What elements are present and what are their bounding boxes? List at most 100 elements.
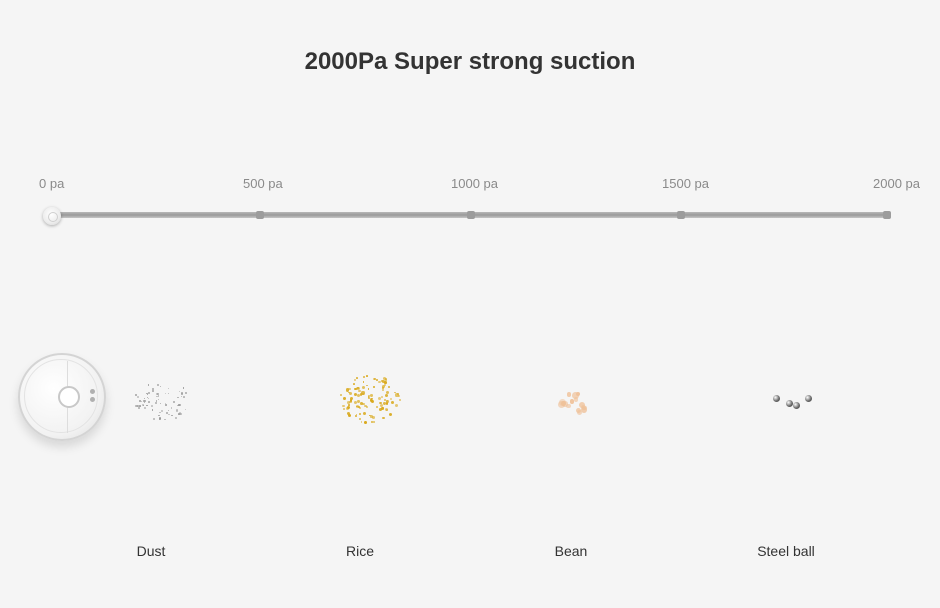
particle xyxy=(356,405,360,409)
particle xyxy=(378,380,381,384)
particle xyxy=(147,392,150,395)
particle xyxy=(177,396,179,399)
particle xyxy=(377,396,381,400)
particle xyxy=(381,407,384,410)
particle xyxy=(349,399,353,402)
dust-particles-image xyxy=(128,372,198,432)
particle xyxy=(178,390,180,392)
particle xyxy=(361,386,365,390)
particle xyxy=(371,400,375,403)
tick-marker-1000 xyxy=(467,211,475,219)
particle xyxy=(342,397,346,400)
particle xyxy=(580,407,587,414)
particle xyxy=(168,413,170,416)
particle xyxy=(157,398,160,401)
particle xyxy=(159,411,161,414)
particle xyxy=(385,407,389,411)
steel-ball xyxy=(786,400,793,407)
particle xyxy=(363,412,367,416)
particle xyxy=(577,409,583,416)
particle xyxy=(178,412,181,415)
particle xyxy=(154,402,158,405)
particle xyxy=(381,396,384,399)
particle xyxy=(569,399,574,404)
particle xyxy=(379,402,382,404)
page-title: 2000Pa Super strong suction xyxy=(304,48,636,75)
particle xyxy=(164,403,166,405)
particle xyxy=(381,416,385,420)
particle xyxy=(383,377,387,381)
particle xyxy=(346,411,350,415)
particle xyxy=(147,397,150,400)
particle xyxy=(168,410,170,412)
particle xyxy=(395,393,399,397)
particle xyxy=(356,377,359,380)
particle xyxy=(384,378,388,381)
particle xyxy=(143,407,146,410)
particle xyxy=(156,393,159,396)
particle xyxy=(354,414,358,418)
particle xyxy=(349,401,352,404)
particle xyxy=(361,391,365,395)
particle xyxy=(562,401,568,407)
particle xyxy=(370,421,373,424)
particle xyxy=(347,391,350,394)
particle xyxy=(376,405,379,408)
beans-image xyxy=(550,380,620,440)
particle xyxy=(342,407,345,410)
particle xyxy=(167,392,170,395)
particle xyxy=(164,404,168,407)
particle xyxy=(159,402,161,404)
tick-label-500: 500 pa xyxy=(243,176,283,191)
particle xyxy=(379,408,383,411)
particle xyxy=(348,414,352,417)
particle xyxy=(151,387,154,391)
particle xyxy=(366,384,368,387)
particle xyxy=(353,379,356,382)
particle xyxy=(391,401,395,405)
particle xyxy=(172,401,175,404)
particle xyxy=(383,402,386,405)
particle xyxy=(159,419,161,421)
particle xyxy=(175,409,178,412)
particle xyxy=(369,414,371,417)
particle xyxy=(368,396,371,399)
particle xyxy=(146,393,149,395)
particle xyxy=(340,393,342,396)
particle xyxy=(141,404,145,407)
particle xyxy=(358,413,361,415)
particle xyxy=(146,393,148,395)
particle xyxy=(366,374,368,377)
particle xyxy=(389,398,393,401)
particle xyxy=(185,391,188,394)
particle xyxy=(355,413,358,416)
steel-ball xyxy=(773,395,780,402)
particle xyxy=(384,393,388,398)
particle xyxy=(146,396,148,398)
particle xyxy=(367,395,370,397)
particle xyxy=(566,392,572,397)
particle xyxy=(369,415,373,418)
tick-marker-500 xyxy=(256,211,264,219)
particle xyxy=(366,406,368,408)
particle xyxy=(167,387,169,389)
particle xyxy=(144,401,146,403)
particle xyxy=(372,385,376,389)
tick-label-1500: 1500 pa xyxy=(662,176,709,191)
particle xyxy=(353,393,357,397)
particle xyxy=(177,412,180,415)
particle xyxy=(185,408,187,410)
particle xyxy=(362,402,365,406)
particle xyxy=(348,392,352,396)
particle xyxy=(165,412,168,415)
particle xyxy=(372,377,376,381)
particle xyxy=(384,381,387,384)
particle xyxy=(376,378,378,381)
particle xyxy=(358,389,361,392)
particle xyxy=(143,399,146,403)
particle xyxy=(152,417,155,420)
particle xyxy=(380,404,384,408)
slider-handle[interactable] xyxy=(43,207,61,225)
tick-marker-1500 xyxy=(677,211,685,219)
particle xyxy=(364,420,368,424)
